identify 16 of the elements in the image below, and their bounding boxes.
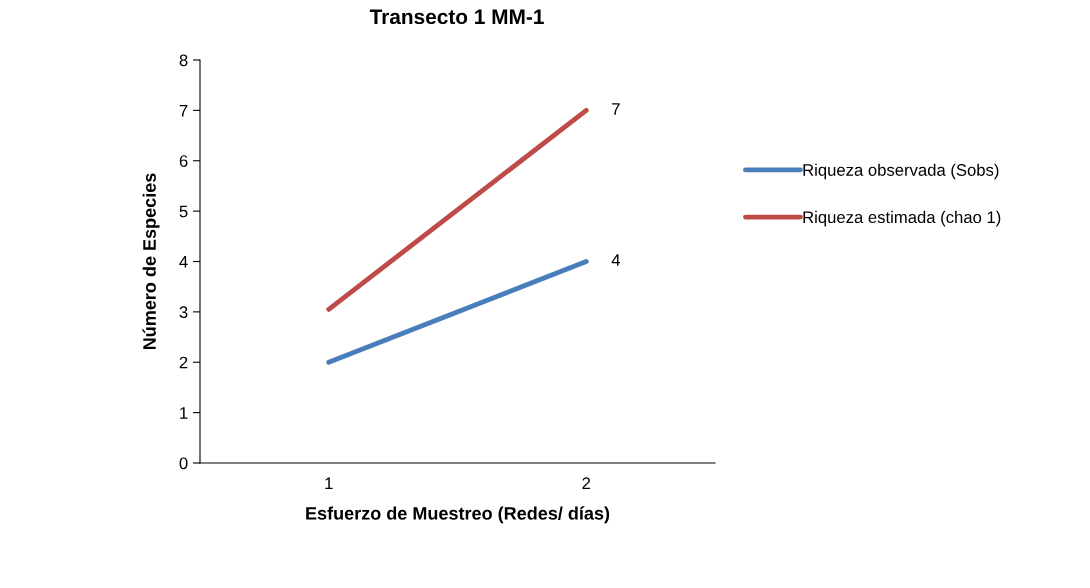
- y-tick-label: 4: [179, 256, 188, 268]
- data-label: 4: [611, 254, 621, 266]
- y-tick-label: 7: [179, 104, 188, 117]
- y-tick-label: 6: [179, 155, 188, 167]
- y-tick-label: 0: [179, 457, 188, 470]
- legend-label: Riqueza estimada (chao 1): [803, 210, 1001, 227]
- y-tick-label: 1: [180, 407, 188, 419]
- chart-title: Transecto 1 MM-1: [369, 9, 544, 25]
- data-label: 7: [612, 103, 620, 115]
- x-axis-title: Esfuerzo de Muestreo (Redes/ días): [306, 506, 610, 524]
- y-tick-label: 2: [179, 356, 188, 369]
- y-tick-label: 3: [179, 306, 188, 319]
- legend-label: Riqueza observada (Sobs): [803, 163, 999, 180]
- y-axis-title: Número de Especies: [142, 173, 160, 350]
- y-tick-label: 5: [179, 205, 188, 218]
- y-tick-label: 8: [179, 54, 188, 67]
